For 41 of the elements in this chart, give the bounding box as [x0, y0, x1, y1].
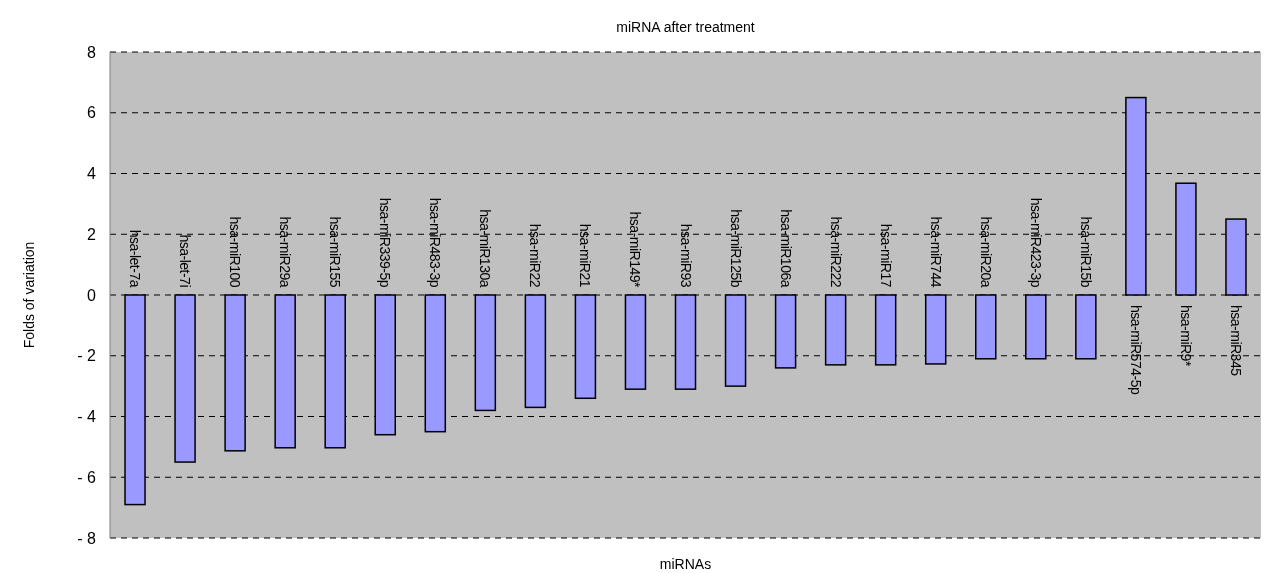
y-tick-label: - 4 — [77, 408, 97, 426]
x-tick-label: hsa-miR222 — [827, 216, 844, 288]
x-tick-label: hsa-miR130a — [477, 209, 494, 288]
bar — [1175, 182, 1197, 296]
x-tick-label: hsa-miR106a — [777, 209, 794, 288]
bar — [724, 294, 747, 387]
x-tick-label: hsa-miR345 — [1227, 305, 1244, 377]
bar — [524, 294, 547, 409]
y-tick-label: 0 — [87, 286, 97, 304]
y-axis-title: Folds of variation — [21, 241, 37, 349]
y-tick-label: 8 — [87, 43, 97, 61]
x-tick-label: hsa-miR21 — [577, 223, 594, 288]
x-tick-label: hsa-miR93 — [677, 223, 694, 288]
x-tick-label: hsa-miR744 — [927, 216, 944, 288]
bar — [1075, 294, 1097, 360]
y-tick-label: 6 — [87, 104, 97, 122]
y-tick-label: - 2 — [77, 347, 97, 365]
x-tick-label: hsa-miR29a — [277, 216, 294, 288]
x-tick-label: hsa-miR483-3p — [427, 197, 444, 288]
bar — [174, 294, 196, 463]
x-tick-label: hsa-miR423-3p — [1027, 197, 1044, 288]
x-tick-label: hsa-miR17 — [877, 223, 894, 288]
y-tick-label: - 8 — [77, 529, 97, 547]
bar — [624, 294, 647, 390]
x-tick-label: hsa-miR15b — [1077, 216, 1094, 288]
x-tick-label: hsa-miR155 — [327, 216, 344, 288]
chart-title: miRNA after treatment — [616, 19, 755, 35]
x-tick-label: hsa-miR22 — [527, 223, 544, 288]
x-tick-label: hsa-miR20a — [977, 216, 994, 288]
y-tick-label: - 6 — [77, 468, 97, 486]
x-tick-label: hsa-let-7i — [177, 234, 194, 288]
x-tick-label: hsa-let-7a — [127, 229, 144, 288]
x-tick-label: hsa-miR339-5p — [377, 197, 394, 288]
x-tick-label: hsa-miR9* — [1177, 305, 1194, 367]
x-tick-label: hsa-miR149* — [627, 211, 644, 289]
y-tick-label: 2 — [87, 225, 97, 243]
x-tick-label: hsa-miR125b — [727, 209, 744, 288]
y-tick-label: 4 — [87, 165, 97, 183]
x-tick-label: hsa-miR100 — [227, 216, 244, 288]
x-axis-title: miRNAs — [659, 556, 712, 572]
x-tick-label: hsa-miR574-5p — [1127, 305, 1144, 395]
